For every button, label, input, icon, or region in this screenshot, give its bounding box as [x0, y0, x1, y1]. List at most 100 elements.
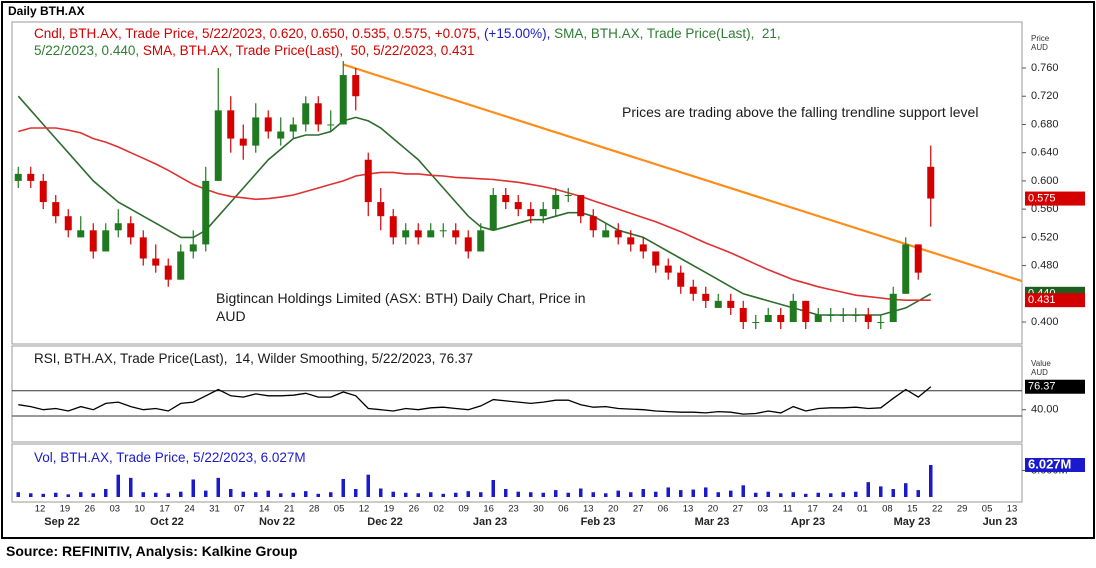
candle-body [702, 293, 710, 301]
candle-body [239, 138, 247, 146]
volume-bar [679, 490, 683, 497]
candle-body [839, 314, 847, 316]
candle-body [377, 202, 385, 217]
x-tick-label: 13 [683, 504, 694, 515]
candle-body [889, 293, 897, 323]
volume-bar [66, 494, 70, 497]
candle-body [627, 237, 635, 245]
volume-bar [216, 477, 220, 497]
x-month-label: Sep 22 [44, 516, 79, 528]
volume-bar [391, 491, 395, 497]
candle-body [589, 216, 597, 231]
volume-bar [316, 493, 320, 497]
candle-body [414, 230, 422, 238]
candle-body [539, 209, 547, 217]
value-tag-label: 0.431 [1028, 294, 1056, 306]
candle-body [927, 166, 935, 199]
volume-bar [554, 490, 558, 497]
candle-body [877, 322, 885, 324]
candle-body [639, 244, 647, 252]
legend-entry: SMA, BTH.AX, Trade Price(Last), 50, 5/22… [143, 43, 475, 58]
volume-bar [204, 490, 208, 497]
x-month-label: May 23 [894, 516, 931, 528]
volume-bar [29, 493, 33, 497]
volume-bar [416, 493, 420, 497]
candle-body [177, 251, 185, 280]
x-tick-label: 27 [733, 504, 744, 515]
volume-bar [616, 490, 620, 497]
candle-body [864, 314, 872, 323]
x-tick-label: 17 [807, 504, 818, 515]
candle-body [502, 195, 510, 203]
volume-panel [11, 443, 1023, 503]
volume-bar [766, 491, 770, 497]
candle-body [264, 117, 272, 132]
volume-bar [441, 493, 445, 497]
candle-body [402, 230, 410, 238]
x-tick-label: 23 [508, 504, 519, 515]
x-tick-label: 06 [658, 504, 669, 515]
x-tick-label: 17 [159, 504, 170, 515]
volume-bar [41, 493, 45, 497]
volume-bar [841, 492, 845, 497]
x-tick-label: 24 [832, 504, 843, 515]
value-tag-label: 76.37 [1028, 381, 1056, 393]
volume-bar [716, 492, 720, 497]
candle-body [564, 195, 572, 197]
volume-bar [141, 492, 145, 497]
volume-bar [404, 492, 408, 497]
candle-body [614, 230, 622, 238]
value-tag-label: 6.027M [1028, 456, 1071, 471]
y-tick-label: 0.720 [1031, 90, 1059, 102]
x-tick-label: 29 [957, 504, 968, 515]
value-tag [1025, 457, 1085, 472]
volume-bar [354, 489, 358, 497]
volume-bar [704, 487, 708, 497]
value-tag [1025, 379, 1085, 394]
volume-bar [791, 492, 795, 497]
x-month-label: Jan 23 [473, 516, 507, 528]
volume-bar [929, 464, 933, 497]
x-tick-label: 20 [708, 504, 719, 515]
candle-body [389, 216, 397, 238]
candle-body [127, 223, 135, 238]
rsi-line [18, 386, 932, 415]
volume-bar [116, 474, 120, 497]
x-tick-label: 26 [85, 504, 96, 515]
volume-bar [104, 489, 108, 497]
x-tick-label: 02 [433, 504, 444, 515]
candle-body [602, 230, 610, 238]
candle-body [477, 230, 485, 252]
candle-body [439, 230, 447, 232]
candle-body [789, 300, 797, 323]
candle-body [202, 180, 210, 245]
y-tick-label: 0.560 [1031, 203, 1059, 215]
volume-bar [16, 492, 20, 497]
volume-bar [366, 474, 370, 497]
candle-body [64, 216, 72, 231]
annotation: Bigtincan Holdings Limited (ASX: BTH) Da… [216, 290, 586, 324]
x-tick-label: 08 [882, 504, 893, 515]
candle-body [577, 195, 585, 217]
candle-body [902, 244, 910, 294]
volume-bar [341, 478, 345, 497]
volume-bar [254, 492, 258, 497]
legend-line: 5/22/2023, 0.440, SMA, BTH.AX, Trade Pri… [34, 43, 475, 58]
volume-bar [129, 477, 133, 497]
volume-bar [516, 491, 520, 497]
volume-bar [729, 490, 733, 497]
candle-body [677, 272, 685, 287]
volume-bar [641, 489, 645, 497]
candle-body [102, 230, 110, 252]
volume-bar [604, 493, 608, 497]
volume-bar [666, 487, 670, 497]
candle-body [652, 251, 660, 266]
volume-bar [466, 491, 470, 497]
volume-bar [479, 492, 483, 497]
volume-bar [191, 479, 195, 497]
volume-bar [754, 492, 758, 497]
candle-body [314, 103, 322, 125]
volume-bar [854, 491, 858, 497]
